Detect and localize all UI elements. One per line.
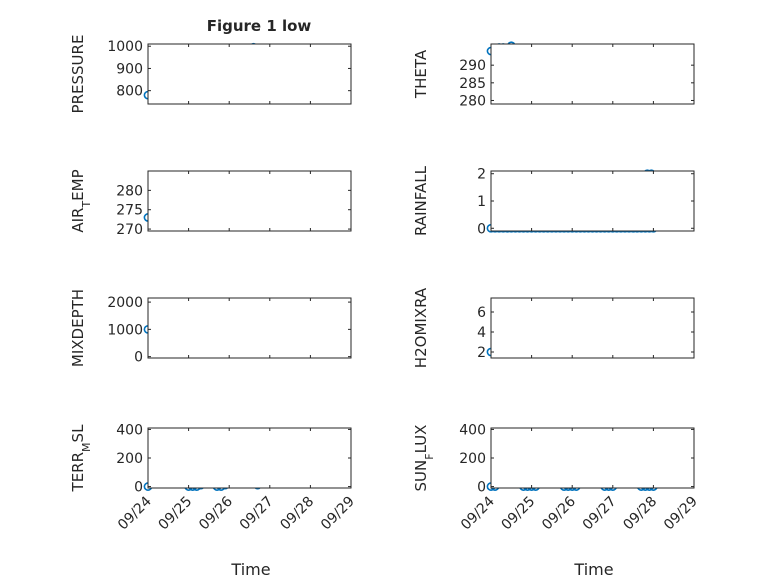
- axes-box: [147, 427, 352, 489]
- y-tick-label: 900: [116, 61, 143, 77]
- y-tick-label: 1000: [107, 322, 143, 338]
- axes-box: [147, 170, 352, 232]
- y-tick-label: 4: [477, 325, 486, 341]
- y-tick-label: 0: [477, 221, 486, 237]
- y-tick-label: 200: [116, 451, 143, 467]
- y-tick-label: 0: [134, 480, 143, 496]
- y-tick-label: 2: [477, 345, 486, 361]
- y-axis-label-terr-msl: TERRMSL: [69, 424, 93, 493]
- y-axis-label-sun-flux: SUNFLUX: [412, 425, 436, 492]
- y-tick-label: 285: [459, 76, 486, 92]
- x-axis-label-right: Time: [573, 560, 613, 579]
- y-tick-label: 2000: [107, 295, 143, 311]
- axes-box: [490, 170, 695, 232]
- y-axis-label-h2omixra: H2OMIXRA: [412, 287, 430, 368]
- y-tick-label: 200: [459, 451, 486, 467]
- axes-box: [490, 297, 695, 359]
- y-axis-label-theta: THETA: [412, 49, 430, 99]
- y-tick-label: 280: [459, 93, 486, 109]
- axes-box: [490, 43, 695, 105]
- y-tick-label: 0: [477, 480, 486, 496]
- y-axis-label-pressure: PRESSURE: [69, 35, 87, 114]
- figure-title: Figure 1 low: [207, 17, 312, 35]
- y-tick-label: 275: [116, 203, 143, 219]
- subplot-h2omixra: 2 4 6 H2OMIXRA: [412, 287, 695, 368]
- y-tick-label: 290: [459, 58, 486, 74]
- y-tick-label: 6: [477, 305, 486, 321]
- axes-box: [147, 297, 352, 359]
- y-tick-label: 280: [116, 183, 143, 199]
- y-tick-label: 0: [134, 350, 143, 366]
- y-tick-label: 2: [477, 167, 486, 183]
- subplot-pressure: 800 900 1000 PRESSURE: [69, 35, 352, 114]
- subplot-air-temp: 270 275 280 AIRTEMP: [69, 169, 352, 238]
- y-tick-label: 1000: [107, 39, 143, 55]
- axes-box: [147, 43, 352, 105]
- y-axis-label-mixdepth: MIXDEPTH: [69, 289, 87, 367]
- y-axis-label-air-temp: AIRTEMP: [69, 169, 93, 232]
- subplot-mixdepth: 0 1000 2000 MIXDEPTH: [69, 289, 352, 367]
- y-tick-label: 400: [459, 422, 486, 438]
- y-axis-label-rainfall: RAINFALL: [412, 165, 430, 236]
- y-tick-label: 400: [116, 422, 143, 438]
- subplot-rainfall: 0 1 2 RAINFALL: [412, 165, 695, 237]
- y-tick-label: 270: [116, 222, 143, 238]
- axes-box: [490, 427, 695, 489]
- y-tick-label: 1: [477, 194, 486, 210]
- y-tick-label: 800: [116, 84, 143, 100]
- x-axis-label-left: Time: [230, 560, 270, 579]
